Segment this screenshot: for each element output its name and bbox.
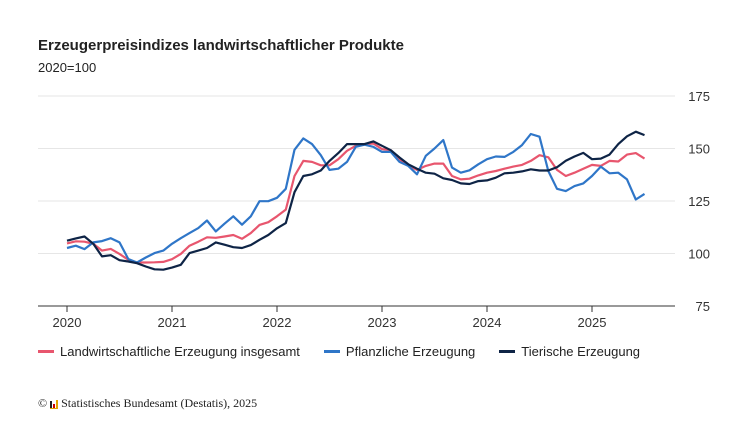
source-footer: © Statistisches Bundesamt (Destatis), 20…: [38, 396, 257, 411]
legend-item-insgesamt[interactable]: Landwirtschaftliche Erzeugung insgesamt: [38, 344, 300, 359]
line-chart: 75 100 125 150 175 2020 2021 2022 2023 2024 2025: [38, 89, 710, 330]
y-tick-label: 100: [688, 247, 710, 262]
legend-swatch: [499, 350, 516, 353]
source-text: Statistisches Bundesamt (Destatis), 2025: [61, 396, 258, 410]
series-line-3: [66, 130, 645, 271]
series-line-2: [66, 132, 646, 264]
chart-subtitle: 2020=100: [38, 60, 97, 75]
legend-item-pflanzlich[interactable]: Pflanzliche Erzeugung: [323, 344, 476, 359]
legend-swatch: [323, 350, 340, 353]
legend-label: Landwirtschaftliche Erzeugung insgesamt: [60, 344, 300, 359]
legend-label: Pflanzliche Erzeugung: [345, 344, 476, 359]
y-tick-label: 150: [688, 142, 710, 157]
series-line-1: [66, 142, 646, 264]
x-tick-label: 2024: [473, 315, 502, 330]
x-tick-label: 2022: [263, 315, 292, 330]
x-tick-label: 2023: [368, 315, 397, 330]
x-tick-label: 2025: [578, 315, 607, 330]
legend-swatch: [38, 350, 54, 353]
chart-title: Erzeugerpreisindizes landwirtschaftliche…: [38, 37, 404, 54]
y-tick-label: 175: [688, 89, 710, 104]
copyright-icon: ©: [38, 396, 48, 410]
legend-label: Tierische Erzeugung: [521, 344, 641, 359]
x-tick-label: 2021: [158, 315, 187, 330]
legend-item-tierisch[interactable]: Tierische Erzeugung: [499, 344, 640, 359]
x-tick-label: 2020: [53, 315, 82, 330]
y-tick-label: 75: [696, 299, 710, 314]
y-tick-label: 125: [688, 194, 710, 209]
destatis-logo-icon: [50, 399, 59, 409]
legend: Landwirtschaftliche Erzeugung insgesamt …: [38, 344, 640, 359]
